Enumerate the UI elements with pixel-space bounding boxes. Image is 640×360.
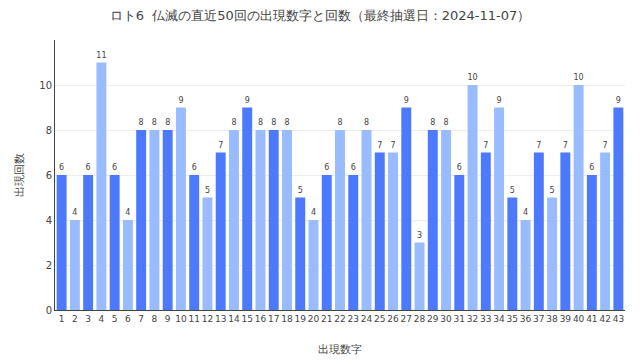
svg-text:4: 4 bbox=[523, 208, 528, 217]
svg-text:22: 22 bbox=[334, 314, 345, 324]
svg-text:7: 7 bbox=[218, 141, 223, 150]
svg-text:25: 25 bbox=[374, 314, 385, 324]
svg-text:4: 4 bbox=[72, 208, 77, 217]
svg-text:7: 7 bbox=[377, 141, 382, 150]
svg-text:8: 8 bbox=[139, 118, 144, 127]
svg-text:21: 21 bbox=[321, 314, 332, 324]
svg-text:8: 8 bbox=[231, 118, 236, 127]
svg-text:36: 36 bbox=[520, 314, 532, 324]
svg-text:27: 27 bbox=[401, 314, 412, 324]
svg-text:23: 23 bbox=[348, 314, 359, 324]
svg-text:6: 6 bbox=[589, 163, 594, 172]
svg-text:7: 7 bbox=[138, 314, 144, 324]
svg-text:32: 32 bbox=[467, 314, 478, 324]
svg-text:0: 0 bbox=[46, 305, 52, 316]
svg-text:10: 10 bbox=[574, 73, 584, 82]
svg-text:9: 9 bbox=[165, 314, 171, 324]
svg-text:29: 29 bbox=[427, 314, 439, 324]
svg-text:35: 35 bbox=[507, 314, 518, 324]
svg-text:4: 4 bbox=[46, 215, 52, 226]
svg-text:43: 43 bbox=[613, 314, 624, 324]
svg-text:出現回数: 出現回数 bbox=[13, 153, 26, 197]
svg-text:8: 8 bbox=[284, 118, 289, 127]
svg-text:17: 17 bbox=[268, 314, 279, 324]
svg-text:13: 13 bbox=[215, 314, 226, 324]
svg-text:6: 6 bbox=[59, 163, 64, 172]
svg-text:11: 11 bbox=[96, 51, 106, 60]
svg-text:39: 39 bbox=[560, 314, 572, 324]
svg-text:37: 37 bbox=[533, 314, 544, 324]
svg-text:5: 5 bbox=[112, 314, 118, 324]
svg-text:16: 16 bbox=[255, 314, 267, 324]
svg-text:18: 18 bbox=[281, 314, 293, 324]
svg-text:7: 7 bbox=[563, 141, 568, 150]
svg-text:9: 9 bbox=[178, 96, 183, 105]
svg-text:ロト6 仏滅の直近50回の出現数字と回数（最終抽選日：20: ロト6 仏滅の直近50回の出現数字と回数（最終抽選日：2024-11-07） bbox=[110, 8, 531, 23]
svg-text:40: 40 bbox=[573, 314, 585, 324]
svg-text:7: 7 bbox=[483, 141, 488, 150]
svg-text:19: 19 bbox=[295, 314, 307, 324]
svg-text:6: 6 bbox=[112, 163, 117, 172]
svg-text:5: 5 bbox=[205, 186, 210, 195]
svg-text:4: 4 bbox=[99, 314, 105, 324]
svg-text:出現数字: 出現数字 bbox=[318, 343, 362, 356]
svg-text:6: 6 bbox=[457, 163, 462, 172]
svg-text:8: 8 bbox=[46, 125, 52, 136]
svg-text:28: 28 bbox=[414, 314, 426, 324]
svg-text:6: 6 bbox=[324, 163, 329, 172]
svg-text:20: 20 bbox=[308, 314, 320, 324]
svg-text:7: 7 bbox=[390, 141, 395, 150]
svg-text:9: 9 bbox=[497, 96, 502, 105]
svg-text:10: 10 bbox=[39, 80, 52, 91]
svg-text:8: 8 bbox=[258, 118, 263, 127]
svg-text:8: 8 bbox=[430, 118, 435, 127]
svg-text:6: 6 bbox=[192, 163, 197, 172]
svg-text:9: 9 bbox=[404, 96, 409, 105]
svg-text:34: 34 bbox=[493, 314, 505, 324]
svg-text:5: 5 bbox=[510, 186, 515, 195]
svg-text:5: 5 bbox=[550, 186, 555, 195]
svg-text:15: 15 bbox=[241, 314, 252, 324]
svg-text:6: 6 bbox=[351, 163, 356, 172]
svg-text:8: 8 bbox=[152, 118, 157, 127]
svg-text:3: 3 bbox=[85, 314, 91, 324]
svg-text:24: 24 bbox=[361, 314, 373, 324]
svg-text:6: 6 bbox=[46, 170, 52, 181]
svg-text:8: 8 bbox=[152, 314, 158, 324]
svg-text:8: 8 bbox=[271, 118, 276, 127]
svg-text:9: 9 bbox=[245, 96, 250, 105]
svg-text:6: 6 bbox=[125, 314, 131, 324]
svg-text:12: 12 bbox=[202, 314, 213, 324]
svg-text:10: 10 bbox=[467, 73, 477, 82]
svg-text:8: 8 bbox=[364, 118, 369, 127]
svg-text:7: 7 bbox=[603, 141, 608, 150]
svg-text:2: 2 bbox=[72, 314, 78, 324]
svg-text:4: 4 bbox=[125, 208, 130, 217]
svg-text:2: 2 bbox=[46, 260, 52, 271]
svg-text:9: 9 bbox=[616, 96, 621, 105]
svg-text:8: 8 bbox=[165, 118, 170, 127]
svg-text:33: 33 bbox=[480, 314, 491, 324]
svg-text:6: 6 bbox=[86, 163, 91, 172]
svg-text:26: 26 bbox=[387, 314, 399, 324]
svg-text:11: 11 bbox=[188, 314, 199, 324]
svg-text:8: 8 bbox=[337, 118, 342, 127]
svg-text:10: 10 bbox=[175, 314, 187, 324]
svg-text:31: 31 bbox=[454, 314, 465, 324]
svg-text:38: 38 bbox=[546, 314, 558, 324]
svg-text:30: 30 bbox=[440, 314, 452, 324]
svg-text:41: 41 bbox=[586, 314, 597, 324]
svg-text:42: 42 bbox=[599, 314, 610, 324]
svg-text:5: 5 bbox=[298, 186, 303, 195]
svg-text:14: 14 bbox=[228, 314, 240, 324]
svg-text:4: 4 bbox=[311, 208, 316, 217]
svg-text:7: 7 bbox=[536, 141, 541, 150]
svg-text:8: 8 bbox=[444, 118, 449, 127]
svg-text:1: 1 bbox=[59, 314, 65, 324]
svg-text:3: 3 bbox=[417, 231, 422, 240]
